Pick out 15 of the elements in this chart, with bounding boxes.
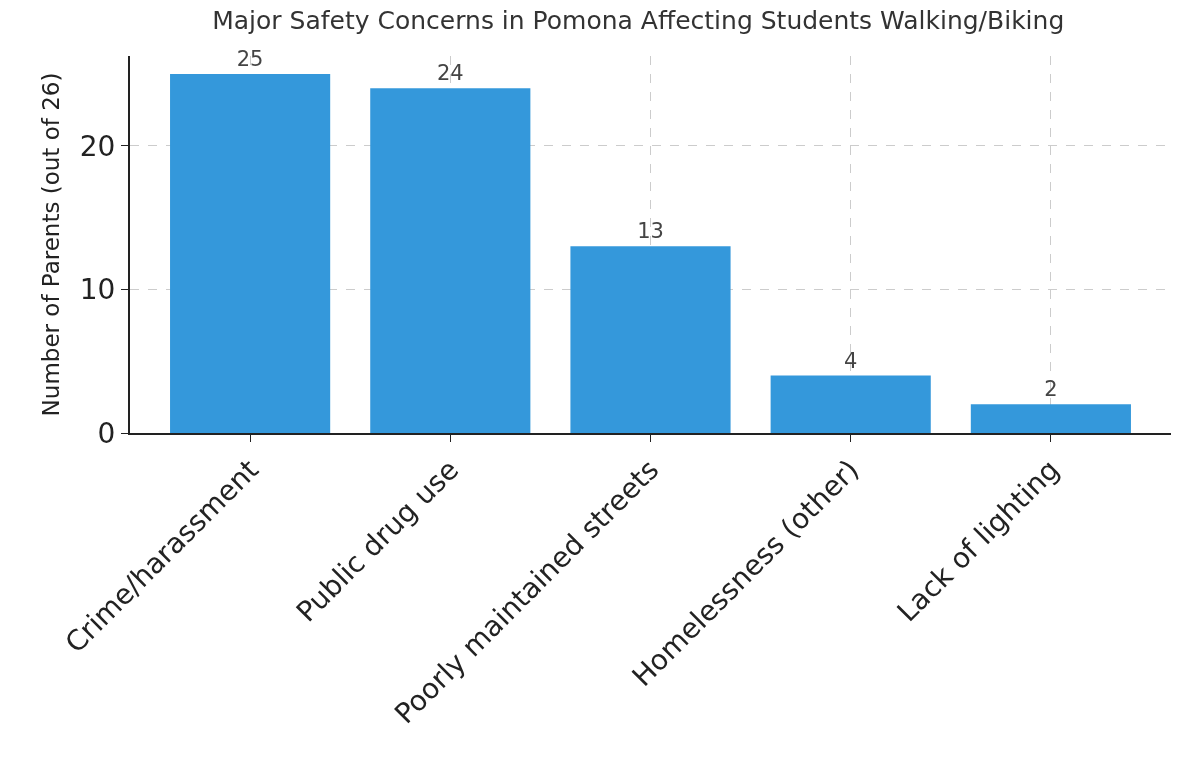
data-label: 25 [236, 46, 264, 71]
y-tick-label: 20 [79, 129, 116, 163]
chart-title: Major Safety Concerns in Pomona Affecting Students Walking/Biking [212, 6, 1065, 36]
bar [570, 246, 731, 433]
data-label: 4 [844, 348, 858, 373]
data-label: 24 [436, 61, 464, 86]
data-label: 13 [637, 219, 664, 244]
bar [370, 88, 531, 433]
y-tick-label: 10 [79, 273, 116, 307]
y-tick-label: 0 [97, 416, 116, 450]
bar [970, 404, 1131, 433]
bar [170, 73, 331, 433]
data-label: 2 [1044, 377, 1058, 402]
bar [770, 375, 931, 433]
y-axis-title: Number of Parents (out of 26) [37, 72, 64, 417]
